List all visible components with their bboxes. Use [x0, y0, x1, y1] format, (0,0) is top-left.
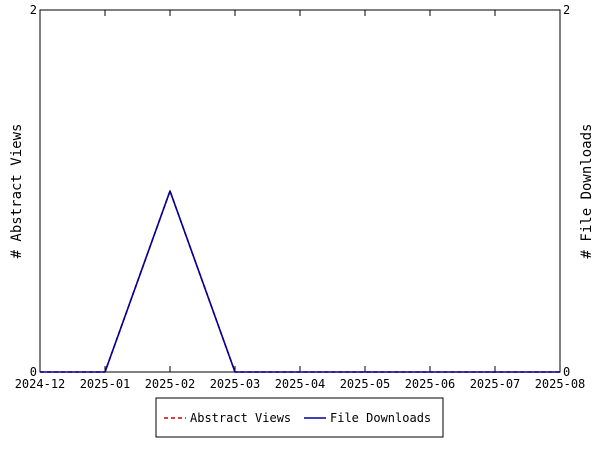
y-left-tick-label: 0	[30, 365, 37, 379]
x-tick-label: 2025-04	[275, 377, 326, 391]
x-ticks: 2024-12 2025-01 2025-02 2025-03 2025-04 2025-…	[15, 10, 586, 391]
legend: Abstract Views File Downloads	[155, 397, 444, 438]
series-layer	[40, 190, 560, 373]
legend-box	[155, 397, 444, 438]
y-axis-right-label: # File Downloads	[579, 124, 595, 259]
x-tick-label: 2024-12	[15, 377, 66, 391]
x-tick-label: 2025-06	[405, 377, 456, 391]
series-line-file-downloads	[40, 190, 560, 373]
x-tick-label: 2025-08	[535, 377, 586, 391]
x-tick-label: 2025-01	[80, 377, 131, 391]
plot-area	[39, 9, 561, 373]
x-tick-label: 2025-07	[470, 377, 521, 391]
legend-label-abstract-views: Abstract Views	[190, 411, 291, 425]
legend-label-file-downloads: File Downloads	[330, 411, 431, 425]
y-left-tick-label: 2	[30, 3, 37, 17]
x-tick-label: 2025-05	[340, 377, 391, 391]
x-tick-label: 2025-02	[145, 377, 196, 391]
y-ticks: 0 2 0 2	[30, 3, 570, 379]
y-axis-left-label: # Abstract Views	[9, 124, 25, 259]
y-right-tick-label: 2	[563, 3, 570, 17]
x-tick-label: 2025-03	[210, 377, 261, 391]
y-right-tick-label: 0	[563, 365, 570, 379]
